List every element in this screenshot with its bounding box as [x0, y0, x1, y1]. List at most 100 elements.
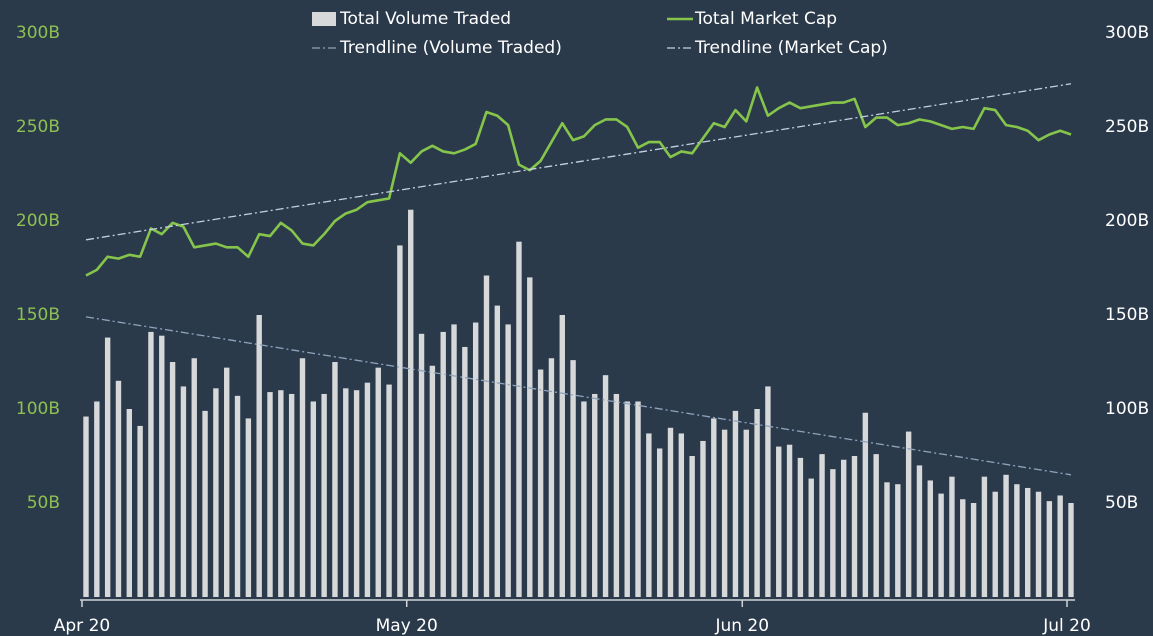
bar	[840, 459, 847, 597]
bar	[873, 454, 879, 597]
bar	[927, 480, 933, 597]
bar	[1057, 495, 1063, 597]
bar	[689, 456, 695, 597]
bar	[938, 493, 944, 597]
bar	[992, 491, 998, 597]
legend-swatch	[312, 12, 336, 26]
bar	[1035, 491, 1042, 597]
x-tick-label: Jul 20	[1042, 616, 1091, 636]
y-tick-label: 50B	[27, 493, 60, 513]
bar	[245, 418, 252, 597]
bar	[776, 446, 782, 597]
y-tick-label: 150B	[16, 305, 60, 325]
bar	[137, 425, 143, 597]
bar	[884, 482, 890, 597]
bar	[721, 429, 728, 597]
y2-tick-label: 100B	[1105, 399, 1149, 419]
bar	[386, 384, 392, 597]
y-tick-label: 300B	[16, 23, 60, 43]
bar	[1003, 474, 1009, 597]
bar	[267, 392, 273, 597]
bar	[830, 469, 836, 597]
bar	[700, 440, 706, 597]
y2-tick-label: 250B	[1105, 117, 1149, 137]
bar	[191, 358, 197, 597]
legend-label: Total Market Cap	[694, 9, 837, 29]
bar	[115, 380, 122, 597]
bar	[1046, 501, 1053, 597]
bar	[505, 324, 511, 597]
bar	[667, 427, 674, 597]
bar	[462, 346, 468, 597]
bar	[213, 388, 219, 597]
bar	[527, 277, 533, 597]
bar	[104, 337, 111, 597]
bar	[148, 331, 154, 597]
bar	[678, 433, 685, 597]
bar	[895, 484, 901, 597]
bar	[905, 431, 912, 597]
bar	[635, 401, 641, 597]
bar	[321, 393, 327, 597]
y-tick-label: 250B	[16, 117, 60, 137]
bar	[440, 331, 446, 597]
bar	[1025, 487, 1031, 597]
bar	[808, 478, 814, 597]
bar	[375, 367, 381, 597]
y-tick-label: 200B	[16, 211, 60, 231]
line	[85, 86, 1072, 277]
bar	[418, 333, 425, 597]
bar	[278, 390, 284, 597]
bar	[472, 322, 479, 597]
bar	[397, 245, 403, 597]
bar	[711, 418, 717, 597]
bar	[299, 358, 306, 597]
bar	[256, 315, 262, 597]
trendline	[85, 83, 1072, 241]
bar	[581, 401, 587, 597]
bar	[754, 409, 760, 597]
bar	[819, 454, 825, 597]
bar	[613, 393, 620, 597]
trendline	[85, 316, 1072, 476]
bar	[732, 410, 739, 597]
y2-tick-label: 50B	[1105, 493, 1138, 513]
bar	[180, 386, 187, 597]
x-tick-label: Apr 20	[54, 616, 110, 636]
bar	[537, 369, 544, 597]
bar	[516, 241, 522, 597]
bar	[624, 401, 630, 597]
bar	[310, 401, 317, 597]
bar	[797, 457, 804, 597]
bar	[851, 456, 858, 597]
bar	[743, 429, 749, 597]
bar	[451, 324, 457, 597]
bar	[202, 410, 208, 597]
bar	[970, 503, 977, 597]
bar	[408, 209, 414, 597]
bar	[224, 367, 230, 597]
y2-tick-label: 150B	[1105, 305, 1149, 325]
bar	[981, 476, 988, 597]
bar	[169, 362, 176, 597]
y-tick-label: 100B	[16, 399, 60, 419]
x-tick-label: May 20	[376, 616, 438, 636]
bar	[234, 395, 241, 597]
bar	[429, 365, 436, 597]
bar	[332, 362, 338, 597]
bar	[364, 382, 371, 597]
bar	[862, 412, 869, 597]
bar	[94, 401, 100, 597]
bar	[949, 476, 955, 597]
y2-tick-label: 300B	[1105, 23, 1149, 43]
bar	[483, 275, 490, 597]
bar	[592, 393, 598, 597]
bar	[602, 375, 609, 597]
bar	[559, 315, 565, 597]
bar	[343, 388, 349, 597]
bar	[960, 499, 966, 597]
bar	[159, 335, 165, 597]
bar	[353, 390, 360, 597]
bar	[494, 305, 501, 597]
